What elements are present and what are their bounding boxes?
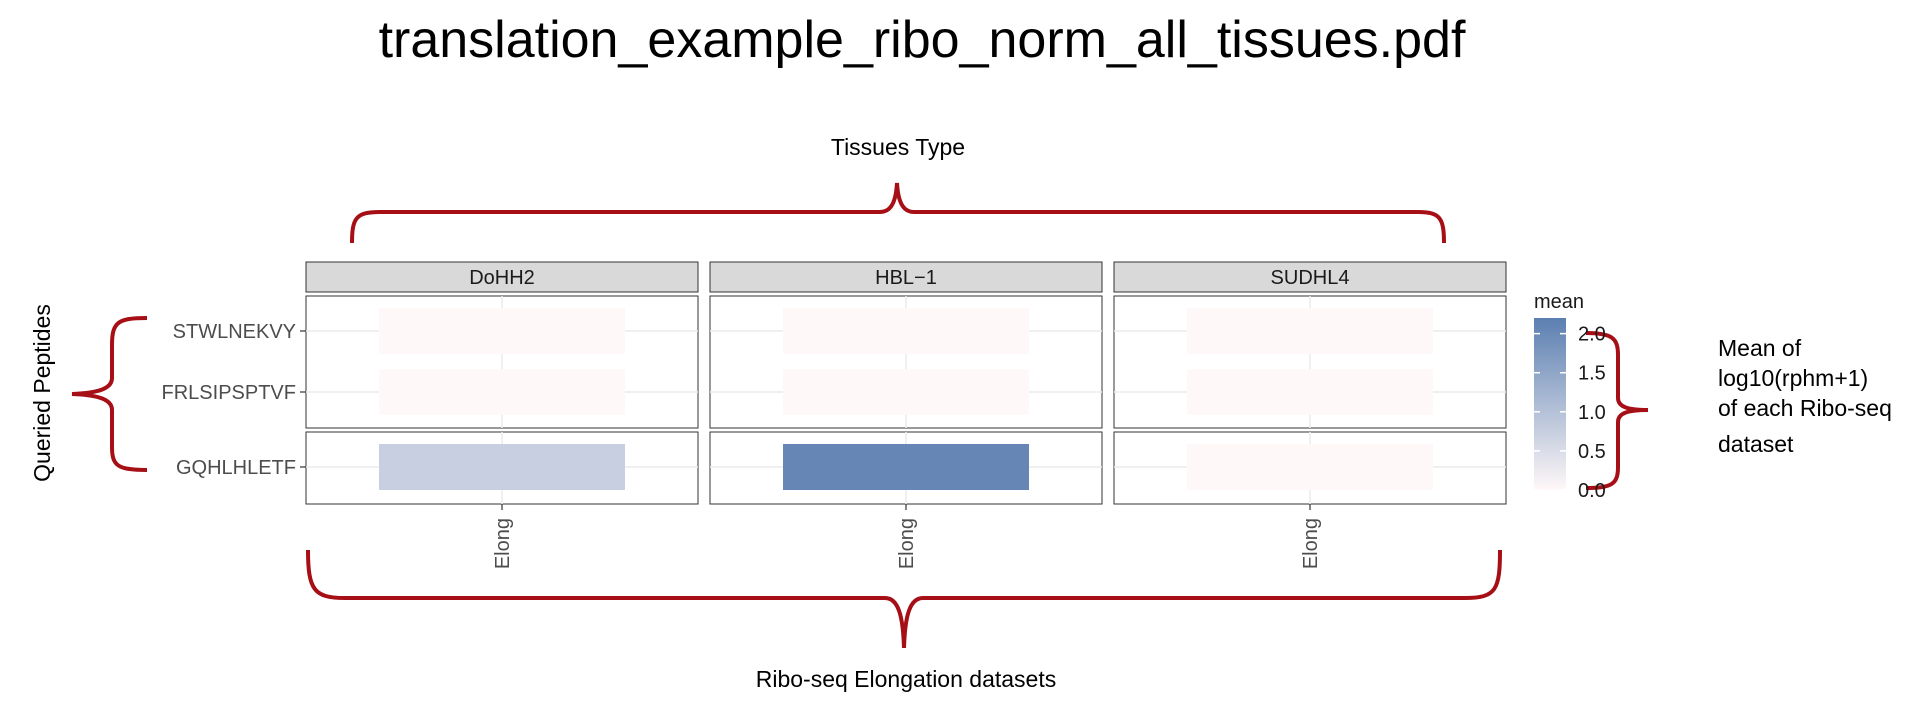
legend-title: mean — [1534, 291, 1584, 313]
color-legend: mean 2.0 1.5 1.0 0.5 0.0 — [1534, 291, 1606, 502]
y-tick-label: STWLNEKVY — [173, 321, 296, 343]
facet-label: DoHH2 — [469, 267, 535, 289]
heatmap-tile — [1187, 369, 1433, 415]
right-annotation-line-4: dataset — [1718, 431, 1794, 457]
right-annotation-line-3: of each Ribo-seq — [1718, 395, 1892, 421]
legend-ticks: 2.0 1.5 1.0 0.5 0.0 — [1534, 324, 1606, 502]
x-axis-ticks: Elong Elong Elong — [492, 504, 1322, 569]
heatmap-panels — [305, 295, 1507, 505]
legend-tick-label: 1.0 — [1578, 402, 1606, 424]
legend-tick-label: 0.0 — [1578, 480, 1606, 502]
y-tick-label: FRLSIPSPTVF — [162, 382, 296, 404]
bottom-annotation: Ribo-seq Elongation datasets — [756, 666, 1056, 692]
facet-strip — [709, 261, 1103, 293]
facet-label: HBL−1 — [875, 267, 937, 289]
right-annotation-line-2: log10(rphm+1) — [1718, 365, 1868, 391]
bottom-brace — [306, 549, 1502, 649]
heatmap-tile — [1187, 444, 1433, 490]
right-brace — [1585, 331, 1649, 490]
legend-tick-label: 0.5 — [1578, 441, 1606, 463]
heatmap-tile — [783, 369, 1029, 415]
legend-tick-label: 2.0 — [1578, 324, 1606, 346]
y-axis-ticks: STWLNEKVY FRLSIPSPTVF GQHLHLETF — [162, 321, 306, 479]
x-tick-label: Elong — [896, 518, 918, 569]
heatmap-tile — [379, 308, 625, 354]
annotation-brackets — [71, 182, 1649, 649]
facet-strips: DoHH2 HBL−1 SUDHL4 — [305, 261, 1507, 293]
facet-strip — [305, 261, 699, 293]
facet-label: SUDHL4 — [1271, 267, 1350, 289]
heatmap-tile — [783, 308, 1029, 354]
left-brace — [71, 316, 148, 472]
page-title: translation_example_ribo_norm_all_tissue… — [379, 11, 1466, 69]
heatmap-tile — [379, 444, 625, 490]
y-tick-label: GQHLHLETF — [176, 457, 296, 479]
top-annotation: Tissues Type — [831, 134, 965, 160]
right-annotation-line-1: Mean of — [1718, 335, 1802, 361]
heatmap-tile — [783, 444, 1029, 490]
facet-strip — [1113, 261, 1507, 293]
heatmap-tile — [379, 369, 625, 415]
right-annotation: Mean of log10(rphm+1) of each Ribo-seq d… — [1718, 335, 1892, 457]
heatmap-tile — [1187, 308, 1433, 354]
legend-tick-label: 1.5 — [1578, 363, 1606, 385]
legend-colorbar — [1534, 318, 1566, 490]
top-brace — [350, 182, 1446, 244]
left-annotation: Queried Peptides — [29, 304, 55, 482]
x-tick-label: Elong — [492, 518, 514, 569]
x-tick-label: Elong — [1300, 518, 1322, 569]
